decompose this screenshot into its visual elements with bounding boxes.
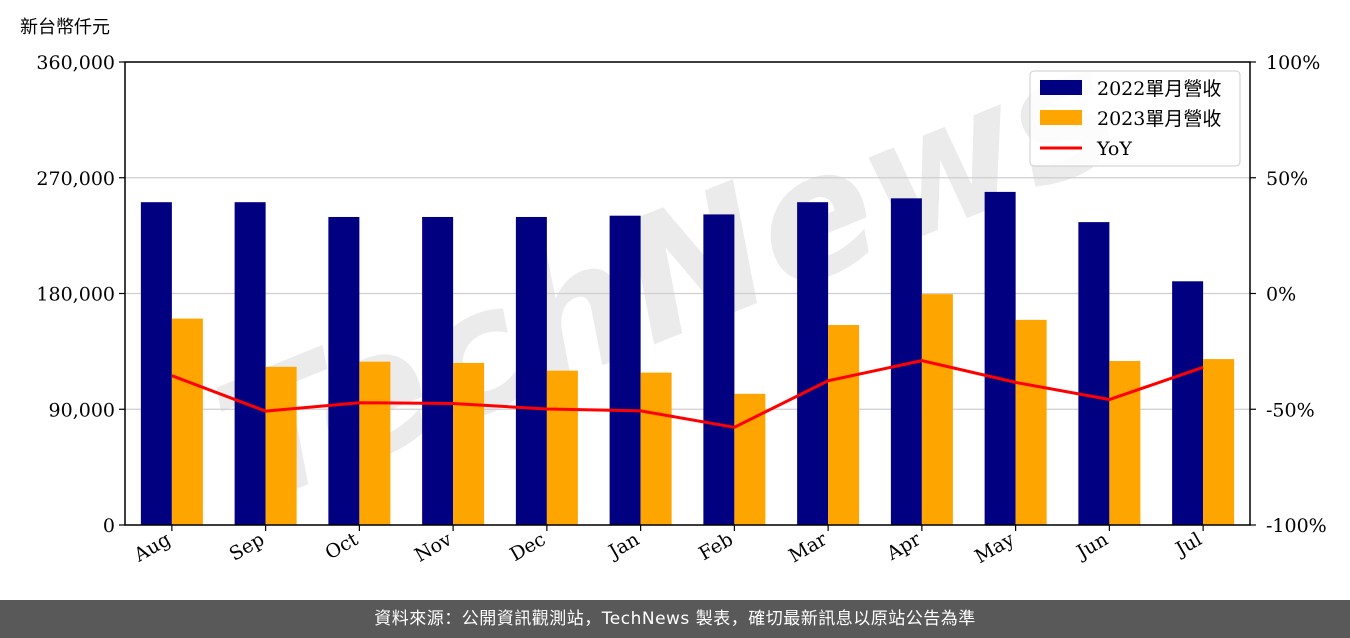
x-tick-label-dec: Dec (506, 528, 549, 566)
left-y-tick-label: 0 (103, 515, 115, 537)
bar-2023-aug (171, 318, 203, 525)
bar-2022-sep (234, 202, 266, 526)
bar-2023-sep (265, 366, 297, 525)
bar-2023-dec (546, 370, 578, 525)
x-tick-label-aug: Aug (129, 528, 174, 567)
legend-label-yoy: YoY (1096, 138, 1132, 160)
source-footer: 資料來源：公開資訊觀測站，TechNews 製表，確切最新訊息以原站公告為準 (0, 600, 1350, 638)
legend-swatch-2023 (1040, 110, 1082, 125)
right-y-tick-label: 50% (1266, 168, 1308, 190)
yoy-line (171, 359, 1204, 429)
bar-2023-jan (640, 372, 672, 525)
right-y-tick-label: 0% (1266, 284, 1296, 306)
bar-2022-aug (140, 202, 172, 526)
legend-box (1029, 70, 1241, 167)
bar-2023-apr (921, 294, 953, 525)
bar-2023-jul (1203, 359, 1235, 525)
bar-2022-jun (1078, 222, 1110, 525)
bar-2022-jan (609, 215, 641, 525)
x-tick-label-apr: Apr (882, 528, 925, 565)
bar-2022-oct (328, 216, 360, 526)
bar-2022-nov (422, 216, 454, 526)
x-tick-label-oct: Oct (322, 528, 363, 564)
bars (140, 191, 1235, 526)
left-y-tick-label: 90,000 (49, 399, 115, 421)
right-y-tick-label: -50% (1266, 399, 1315, 421)
right-y-tick-label: -100% (1266, 515, 1327, 537)
x-tick-label-jul: Jul (1170, 528, 1205, 561)
x-tick-label-jun: Jun (1071, 528, 1112, 564)
legend-label-2022: 2022單月營收 (1097, 78, 1221, 100)
right-y-tick-label: 100% (1266, 52, 1320, 74)
yoy-line-layer (171, 359, 1204, 429)
bar-2022-jul (1172, 281, 1204, 525)
left-y-tick-label: 270,000 (36, 168, 115, 190)
bar-2023-oct (359, 361, 391, 525)
x-tick-label-mar: Mar (785, 528, 831, 567)
x-tick-label-may: May (971, 528, 1018, 568)
bar-2022-dec (515, 216, 547, 526)
legend-swatch-2022 (1040, 80, 1082, 95)
bar-2023-jun (1109, 361, 1141, 525)
revenue-chart: 新台幣仟元 TechNews 090,000180,000270,000360,… (20, 7, 1327, 568)
bar-2022-feb (703, 214, 735, 525)
left-y-tick-label: 360,000 (36, 52, 115, 74)
left-y-axis: 0 90,000 180,000 270,000 360,000 (36, 52, 125, 537)
bar-2023-nov (453, 362, 485, 525)
right-y-axis: -100% -50% 0% 50% 100% (1250, 52, 1327, 537)
x-tick-label-feb: Feb (695, 528, 737, 565)
bar-2022-may (984, 191, 1016, 525)
x-tick-label-jan: Jan (603, 528, 643, 564)
legend-label-2023: 2023單月營收 (1097, 108, 1221, 130)
x-tick-label-nov: Nov (411, 528, 456, 567)
bar-2023-may (1015, 319, 1047, 525)
y-axis-unit-label: 新台幣仟元 (20, 17, 110, 38)
bar-2022-mar (797, 202, 829, 526)
bar-2023-mar (828, 325, 860, 525)
legend: 2022單月營收 2023單月營收 YoY (1029, 70, 1241, 167)
left-y-tick-label: 180,000 (36, 284, 115, 306)
